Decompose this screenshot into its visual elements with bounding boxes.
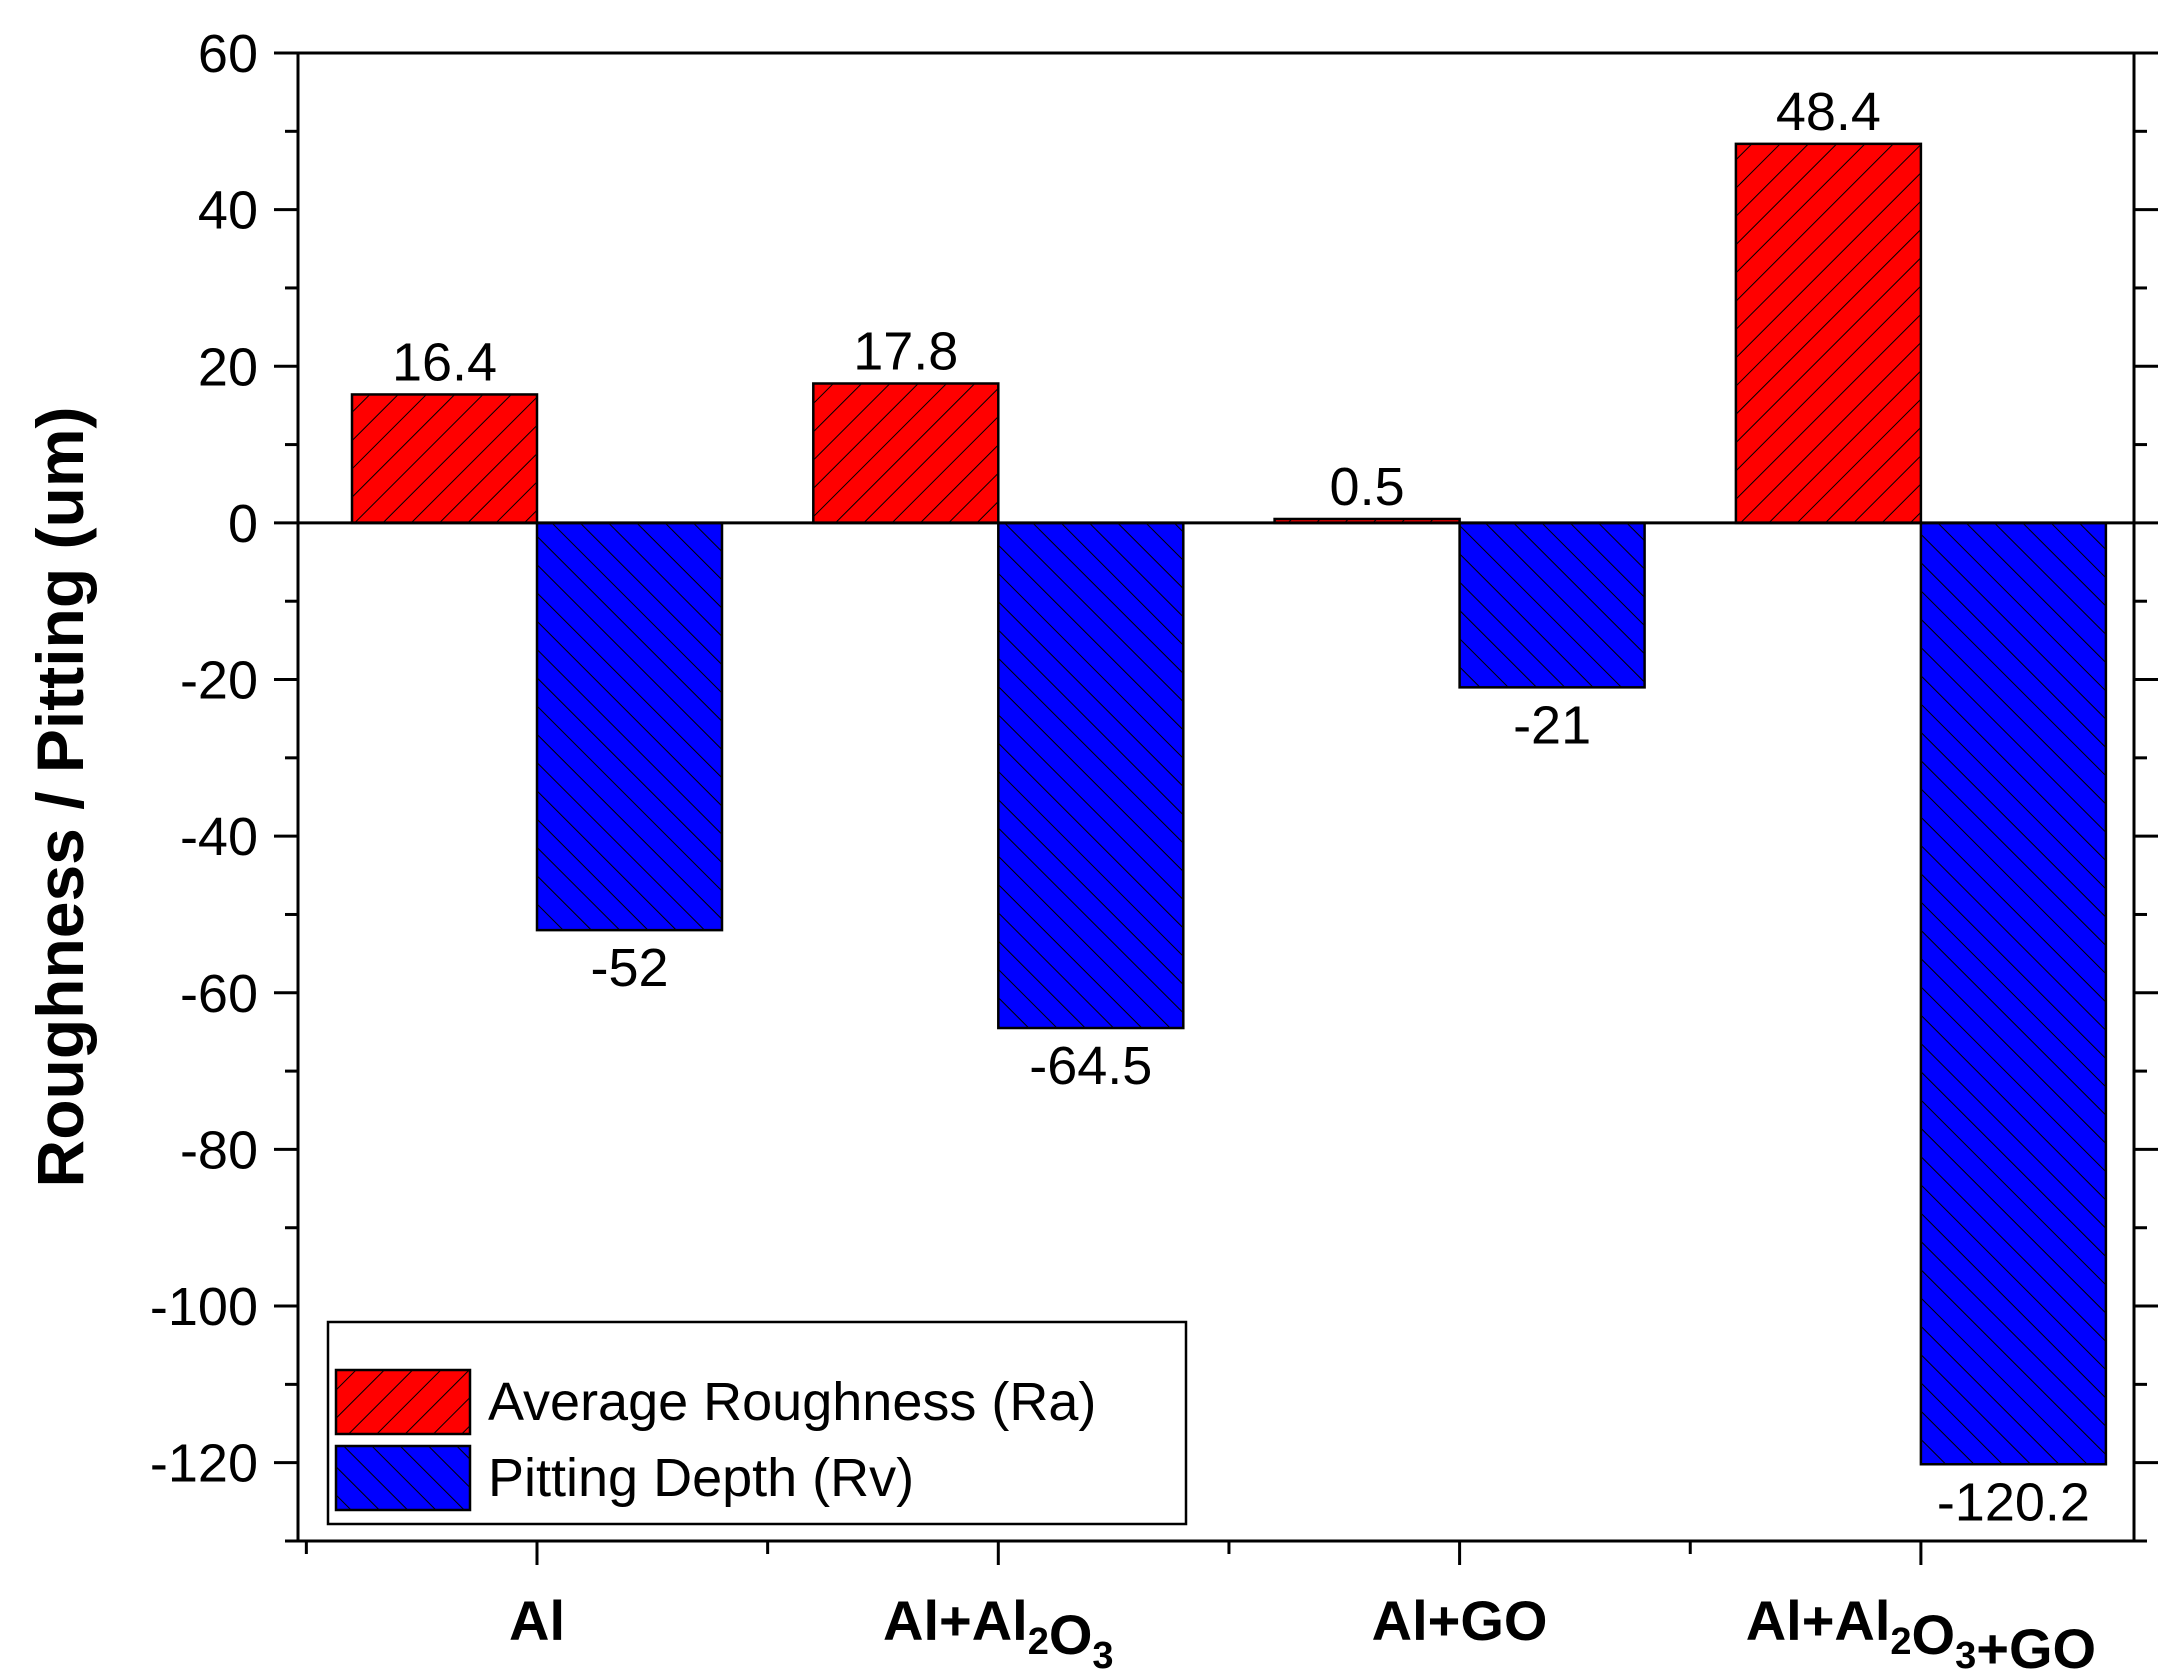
y-tick-label: -40: [180, 807, 258, 867]
y-tick-label: 0: [228, 494, 258, 554]
y-tick-label: 60: [198, 24, 258, 84]
data-label: 0.5: [1330, 457, 1405, 517]
legend: Average Roughness (Ra) Pitting Depth (Rv): [326, 1320, 1188, 1526]
data-labels: 16.4 17.8 0.5 48.4 -52 -64.5 -21 -120.2: [392, 82, 2090, 1532]
legend-swatch-ra: [334, 1368, 472, 1436]
legend-label: Pitting Depth (Rv): [488, 1448, 914, 1508]
x-category-label: Al+Al2O3: [883, 1589, 1114, 1677]
x-category-label: Al: [509, 1589, 565, 1652]
x-axis-ticks: [304, 1541, 1923, 1565]
y-tick-label: -80: [180, 1120, 258, 1180]
data-label: -21: [1513, 695, 1591, 755]
y-tick-label: 40: [198, 181, 258, 241]
data-label: -64.5: [1029, 1036, 1152, 1096]
y-axis-ticks: 60 40 20 0 -20 -40 -60 -80 -100 -120: [150, 24, 2158, 1543]
legend-label: Average Roughness (Ra): [488, 1372, 1096, 1432]
data-label: -52: [590, 938, 668, 998]
data-label: 48.4: [1776, 82, 1881, 142]
y-tick-label: -20: [180, 651, 258, 711]
bar-ra: [350, 393, 539, 525]
y-tick-label: -60: [180, 964, 258, 1024]
plot-frame: [296, 51, 2136, 1543]
bar-rv: [1458, 521, 1646, 689]
bar-rv: [1919, 521, 2108, 1466]
category-labels: Al Al+Al2O3 Al+GO Al+Al2O3+GO: [509, 1589, 2096, 1678]
data-label: 16.4: [392, 332, 497, 392]
bar-ra: [812, 382, 1000, 525]
data-label: -120.2: [1937, 1472, 2090, 1532]
bars: [350, 142, 2108, 1466]
y-tick-label: 20: [198, 337, 258, 397]
data-label: 17.8: [853, 321, 958, 381]
x-category-label: Al+Al2O3+GO: [1746, 1589, 2096, 1678]
bar-rv: [997, 521, 1185, 1030]
y-axis-title: Roughness / Pitting (um): [23, 407, 97, 1188]
x-category-label: Al+GO: [1372, 1589, 1548, 1652]
legend-swatch-rv: [334, 1444, 472, 1512]
y-tick-label: -120: [150, 1434, 258, 1494]
y-tick-label: -100: [150, 1277, 258, 1337]
bar-ra: [1734, 142, 1923, 525]
y-axis-title-group: Roughness / Pitting (um): [23, 407, 97, 1188]
plot-border: [296, 51, 2136, 1543]
bar-rv: [535, 521, 724, 932]
